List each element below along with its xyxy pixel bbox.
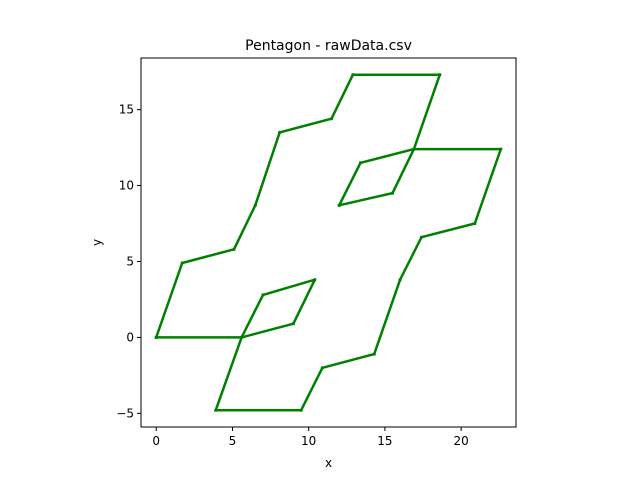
- data-point: [232, 247, 236, 251]
- x-tick-label: 5: [229, 434, 237, 448]
- data-point: [154, 335, 158, 339]
- data-point: [438, 73, 442, 77]
- y-tick-label: 15: [119, 103, 134, 117]
- x-axis-ticks: 0 5 10 15 20: [152, 427, 469, 448]
- y-tick-label: 5: [126, 254, 134, 268]
- plot-frame: [140, 57, 517, 428]
- data-point: [419, 235, 424, 239]
- data-point: [261, 293, 265, 297]
- data-point: [240, 335, 244, 339]
- y-axis-label: y: [90, 239, 104, 246]
- x-tick-label: 20: [453, 434, 468, 448]
- data-point: [214, 408, 218, 412]
- data-point: [390, 191, 395, 195]
- data-point: [180, 261, 184, 265]
- data-point: [473, 221, 477, 226]
- plot-lines: [154, 73, 503, 412]
- data-point: [337, 203, 341, 207]
- data-point: [253, 203, 257, 207]
- data-point: [358, 161, 363, 165]
- data-point: [412, 147, 416, 151]
- chart-title: Pentagon - rawData.csv: [245, 38, 412, 54]
- data-point: [299, 408, 303, 412]
- data-point: [499, 147, 503, 151]
- data-point: [313, 278, 317, 282]
- x-tick-label: 0: [152, 434, 160, 448]
- data-point: [351, 73, 355, 77]
- x-tick-label: 10: [301, 434, 316, 448]
- data-point: [278, 130, 282, 134]
- y-axis-ticks: −5 0 5 10 15: [116, 103, 141, 420]
- y-tick-label: 0: [126, 330, 134, 344]
- y-tick-label: 10: [119, 179, 134, 193]
- y-tick-label: −5: [116, 406, 134, 420]
- x-axis-label: x: [325, 456, 332, 470]
- data-point: [329, 117, 334, 121]
- data-point: [398, 278, 402, 282]
- data-point: [320, 366, 324, 370]
- data-point: [372, 352, 376, 356]
- data-point: [291, 322, 295, 326]
- x-tick-label: 15: [377, 434, 392, 448]
